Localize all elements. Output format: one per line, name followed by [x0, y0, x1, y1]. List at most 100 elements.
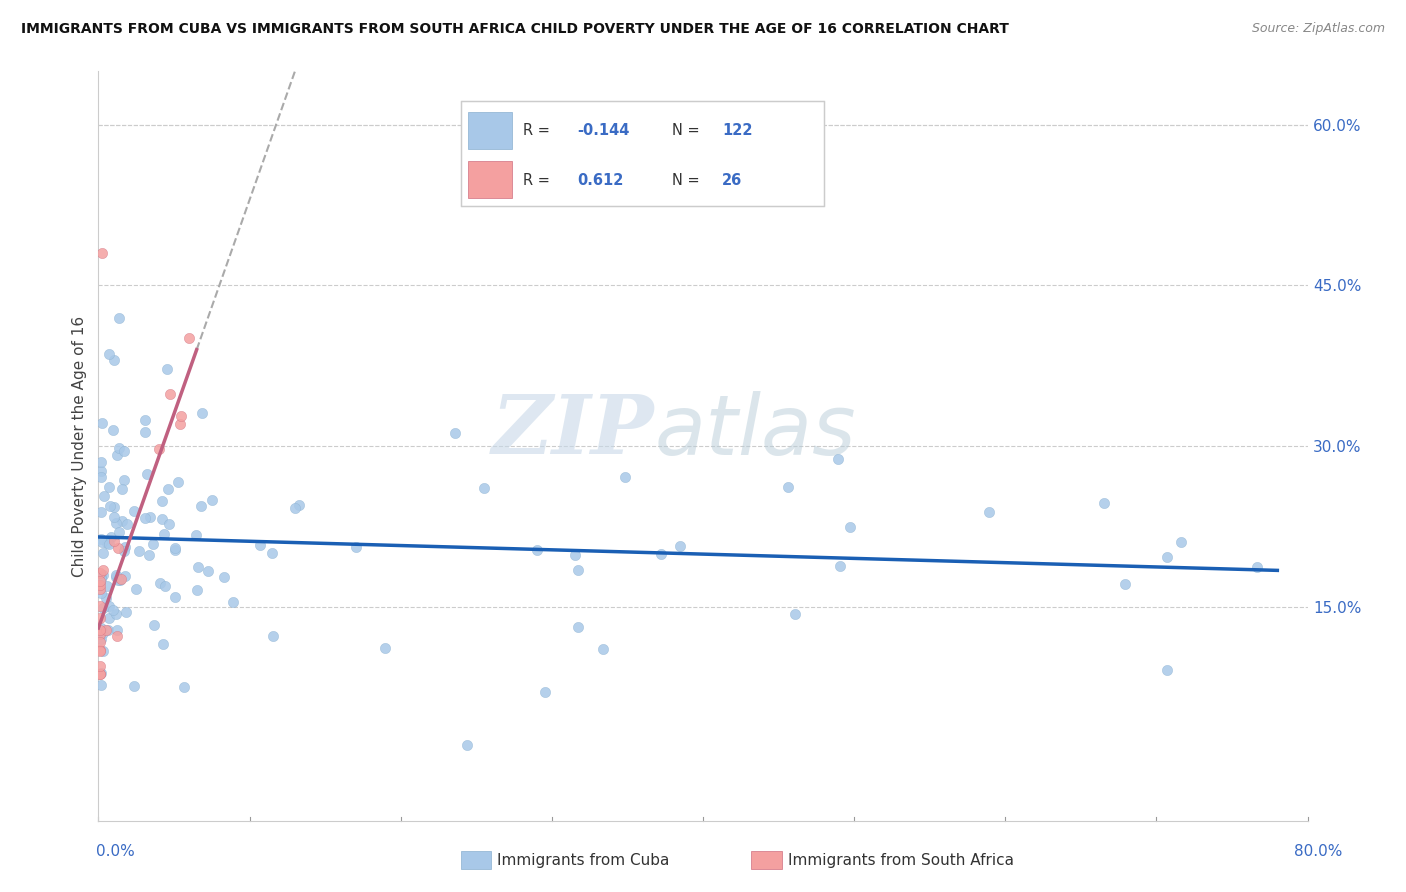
Point: [187, 559, 209, 574]
Text: Source: ZipAtlas.com: Source: ZipAtlas.com: [1251, 22, 1385, 36]
Point: [163, 543, 186, 558]
Point: [827, 451, 849, 466]
Point: [142, 537, 165, 551]
Point: [839, 520, 862, 534]
Point: [785, 607, 807, 621]
Point: [90, 532, 112, 546]
Point: [564, 548, 586, 562]
Point: [90, 464, 112, 478]
Point: [139, 510, 162, 524]
Point: [184, 528, 207, 542]
Point: [669, 539, 692, 553]
Point: [567, 563, 589, 577]
Text: atlas: atlas: [655, 391, 856, 472]
Point: [107, 541, 129, 556]
Point: [90, 470, 112, 484]
Point: [89, 667, 111, 681]
Point: [98, 536, 121, 550]
Point: [152, 637, 174, 651]
Point: [111, 482, 134, 496]
Point: [90, 505, 112, 519]
Point: [90, 632, 112, 646]
Point: [107, 573, 129, 587]
Point: [169, 409, 191, 424]
Point: [346, 541, 368, 555]
Point: [89, 635, 111, 649]
Point: [977, 505, 1000, 519]
Point: [288, 498, 311, 512]
Point: [148, 442, 170, 457]
Point: [190, 500, 212, 514]
Point: [150, 493, 173, 508]
Point: [212, 570, 235, 584]
Point: [89, 659, 111, 673]
Point: [186, 583, 208, 598]
Point: [89, 582, 111, 596]
Point: [89, 626, 111, 640]
Point: [110, 572, 132, 586]
Point: [98, 599, 121, 613]
Point: [108, 310, 131, 325]
Point: [190, 406, 212, 420]
Point: [1246, 560, 1268, 574]
Point: [201, 493, 224, 508]
Point: [103, 353, 125, 368]
Point: [179, 331, 201, 345]
Text: 0.0%: 0.0%: [96, 845, 135, 859]
Point: [112, 444, 135, 458]
Point: [156, 362, 179, 376]
Point: [828, 559, 851, 574]
Point: [89, 599, 111, 613]
Point: [93, 489, 115, 503]
Point: [91, 567, 114, 582]
Point: [374, 640, 396, 655]
Bar: [461, 851, 492, 870]
Point: [91, 626, 114, 640]
Point: [89, 623, 111, 637]
Text: IMMIGRANTS FROM CUBA VS IMMIGRANTS FROM SOUTH AFRICA CHILD POVERTY UNDER THE AGE: IMMIGRANTS FROM CUBA VS IMMIGRANTS FROM …: [21, 22, 1010, 37]
Point: [100, 530, 122, 544]
Point: [103, 534, 125, 549]
Y-axis label: Child Poverty Under the Age of 16: Child Poverty Under the Age of 16: [72, 316, 87, 576]
Point: [122, 504, 145, 518]
Point: [97, 623, 120, 637]
Point: [96, 624, 118, 638]
Point: [103, 500, 125, 515]
Point: [90, 585, 112, 599]
Point: [166, 475, 188, 490]
Point: [89, 574, 111, 588]
Point: [89, 566, 111, 580]
Point: [91, 600, 114, 615]
Point: [138, 548, 160, 562]
Point: [149, 575, 172, 590]
Point: [103, 509, 125, 524]
Point: [153, 579, 176, 593]
Point: [1114, 577, 1136, 591]
Point: [91, 416, 114, 430]
Bar: [751, 851, 782, 870]
Point: [567, 620, 589, 634]
Point: [104, 569, 127, 583]
Text: ZIP: ZIP: [492, 391, 655, 471]
Point: [456, 739, 478, 753]
Point: [614, 469, 637, 483]
Point: [134, 413, 156, 427]
Point: [114, 569, 136, 583]
Point: [96, 536, 118, 550]
Point: [107, 441, 129, 455]
Point: [101, 602, 124, 616]
Point: [136, 467, 159, 481]
Point: [128, 544, 150, 558]
Point: [163, 591, 186, 605]
Point: [105, 516, 128, 530]
Point: [283, 500, 305, 515]
Point: [142, 618, 165, 632]
Point: [89, 644, 111, 658]
Point: [776, 480, 799, 494]
Point: [222, 594, 245, 608]
Point: [96, 579, 118, 593]
Point: [89, 643, 111, 657]
Point: [249, 538, 271, 552]
Point: [650, 547, 672, 561]
Text: Immigrants from Cuba: Immigrants from Cuba: [498, 853, 669, 868]
